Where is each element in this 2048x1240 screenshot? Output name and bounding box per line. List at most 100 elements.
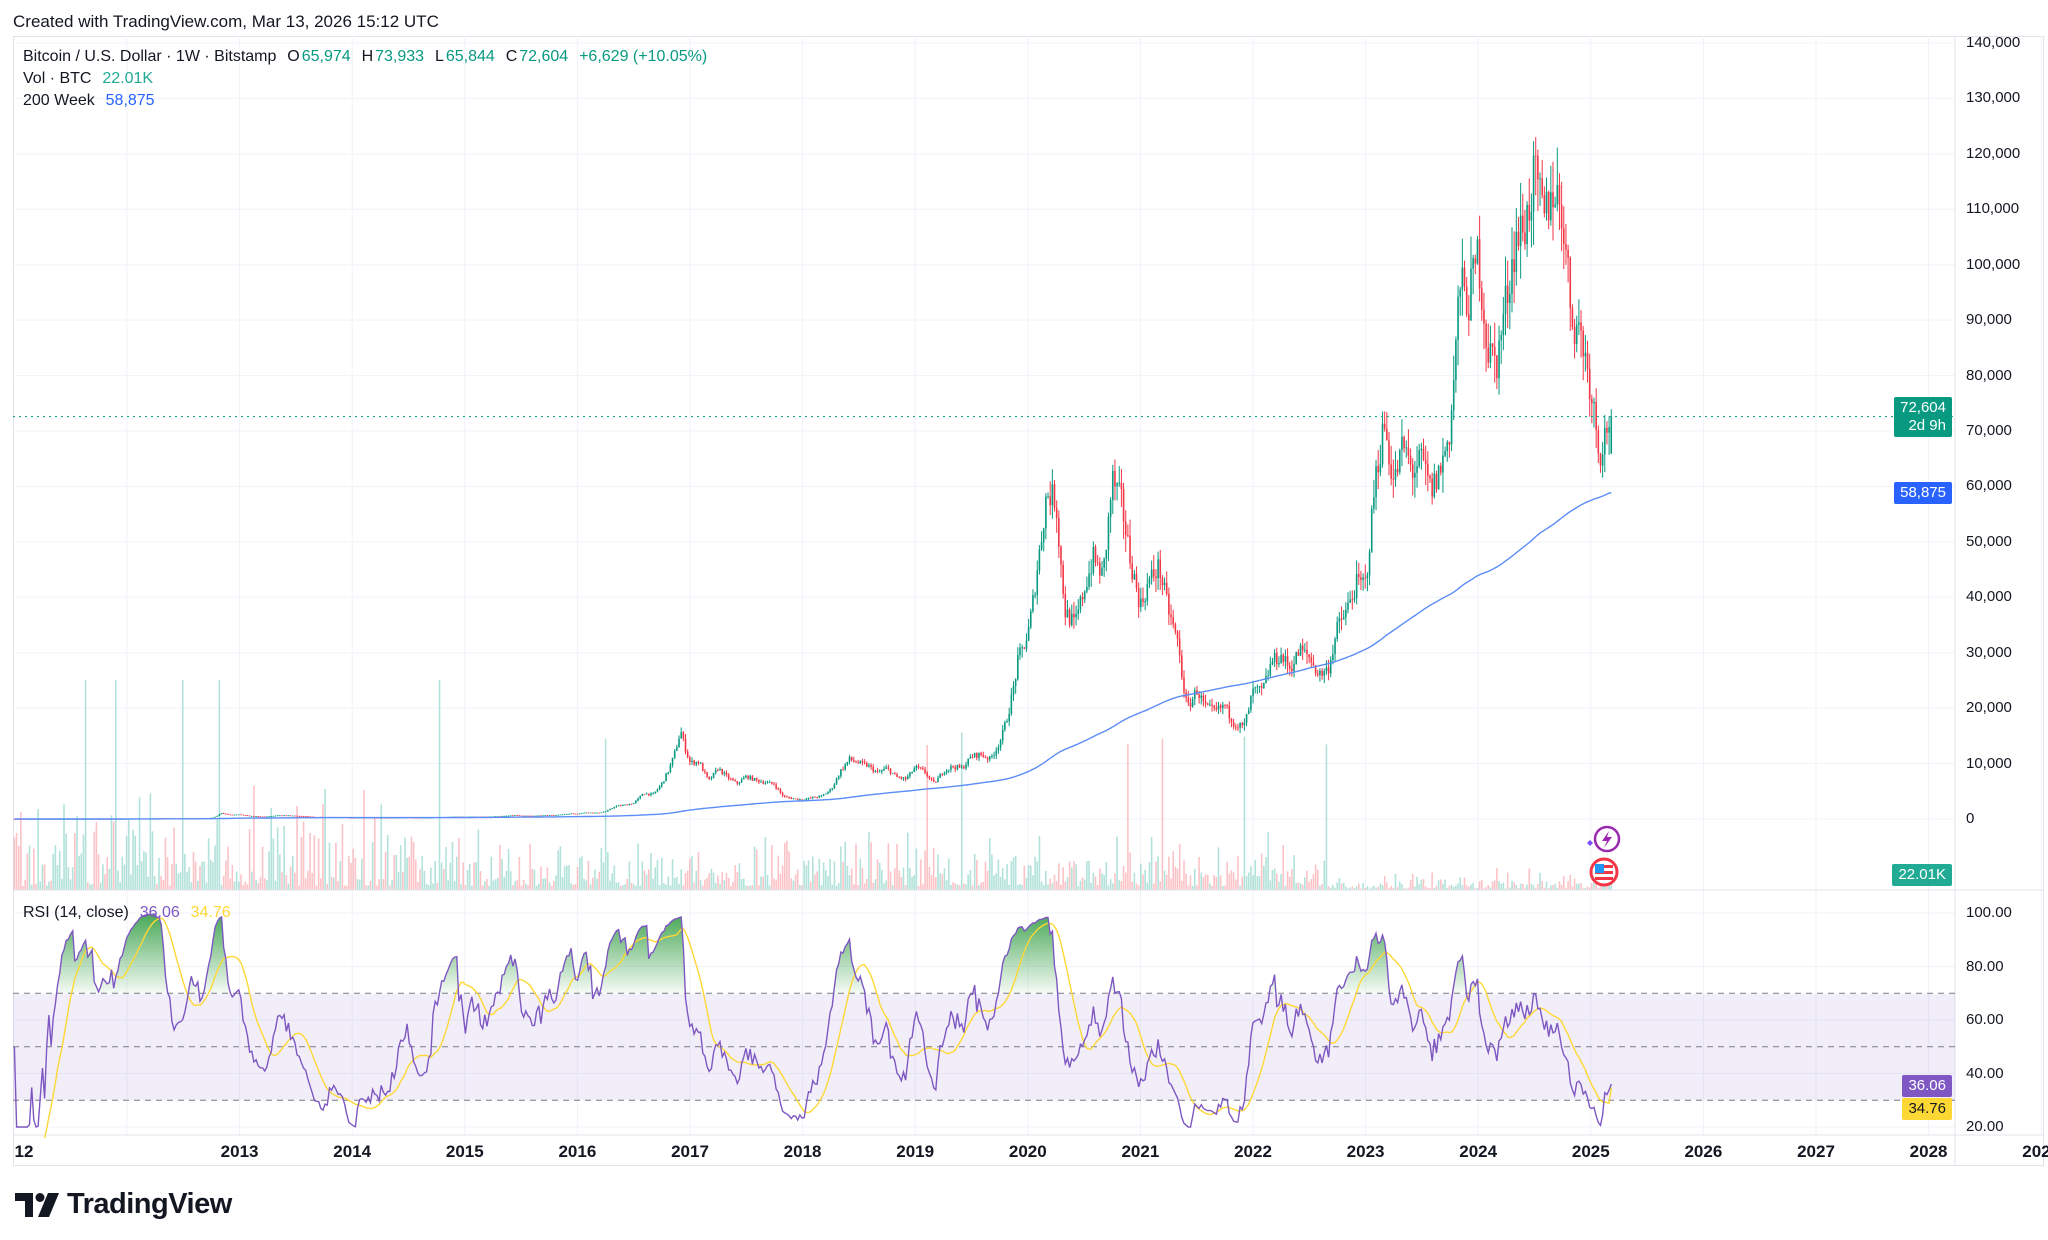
candle-body: [253, 815, 255, 817]
candle-body: [1392, 478, 1395, 480]
candle-body: [678, 738, 680, 748]
volume-bar: [499, 845, 501, 890]
low-label: L: [434, 48, 444, 65]
volume-bar: [123, 864, 126, 890]
volume-bar: [824, 870, 827, 890]
volume-bar: [328, 842, 331, 890]
volume-bar: [1269, 880, 1272, 890]
volume-bar: [1297, 882, 1300, 890]
candle-body: [1560, 204, 1563, 229]
volume-bar: [1377, 886, 1380, 890]
candle-body: [220, 813, 223, 815]
volume-bar: [69, 879, 72, 890]
volume-bar: [257, 883, 260, 890]
candle-body: [865, 763, 868, 767]
candle-body: [712, 772, 715, 779]
volume-bar: [885, 880, 887, 890]
candle-body: [1029, 611, 1032, 628]
volume-bar: [1060, 884, 1062, 890]
volume-bar: [1137, 885, 1140, 890]
volume-bar: [736, 871, 739, 890]
volume-bar: [168, 885, 171, 890]
candle-body: [835, 778, 838, 785]
volume-bar: [298, 885, 301, 890]
candle-body: [950, 766, 952, 770]
candle-body: [939, 774, 941, 778]
time-tick-label: 2022: [1234, 1142, 1272, 1161]
volume-bar: [1416, 876, 1418, 890]
candle-body: [1342, 617, 1345, 620]
volume-bar: [1174, 866, 1177, 890]
candle-body: [1101, 567, 1103, 576]
volume-bar: [1524, 888, 1526, 890]
candle-body: [559, 814, 562, 816]
candle-body: [891, 773, 894, 775]
volume-bar: [1068, 861, 1071, 890]
candle-body: [1470, 268, 1472, 321]
volume-bar: [1357, 883, 1360, 890]
volume-bar: [1293, 855, 1295, 890]
candle-body: [829, 789, 831, 792]
volume-bar: [1364, 888, 1367, 890]
volume-bar: [863, 883, 866, 890]
candle-body: [956, 765, 959, 770]
volume-bar: [490, 856, 493, 890]
candle-body: [1066, 609, 1069, 618]
candle-body: [805, 798, 808, 801]
volume-bar: [771, 845, 773, 890]
candle-body: [1034, 595, 1036, 596]
candle-body: [1107, 516, 1110, 550]
volume-bar: [473, 862, 475, 890]
candle-body: [1396, 468, 1399, 473]
candle-body: [842, 769, 844, 771]
volume-bar: [676, 876, 678, 890]
tradingview-logo[interactable]: TradingView: [15, 1188, 232, 1221]
candle-body: [878, 771, 881, 773]
volume-bar: [850, 868, 853, 890]
volume-bar: [1014, 856, 1017, 890]
volume-bar: [61, 878, 63, 890]
volume-bar: [1286, 871, 1289, 890]
candle-body: [509, 815, 512, 817]
volume-bar: [512, 885, 514, 890]
candle-body: [1260, 686, 1263, 688]
us-flag-icon[interactable]: [1588, 856, 1620, 888]
volume-bar: [389, 885, 391, 890]
candle-body: [248, 815, 251, 817]
candle-body: [1181, 655, 1183, 678]
volume-bar: [246, 884, 249, 890]
volume-bar: [1420, 879, 1423, 890]
candle-body: [1360, 577, 1362, 580]
volume-bar: [1096, 884, 1099, 890]
volume-bar: [725, 873, 728, 890]
volume-bar: [945, 880, 948, 890]
volume-bar: [337, 881, 339, 890]
candle-body: [1165, 582, 1168, 594]
volume-bar: [976, 859, 978, 890]
volume-bar: [708, 873, 711, 890]
volume-bar: [1133, 872, 1136, 890]
volume-bar: [37, 809, 39, 890]
candle-body: [1573, 327, 1576, 345]
volume-bar: [1565, 887, 1567, 890]
volume-bar: [440, 862, 443, 890]
candle-body: [1450, 410, 1453, 445]
volume-bar: [356, 879, 359, 890]
volume-bar: [1429, 888, 1431, 890]
volume-bar: [1148, 862, 1151, 890]
candle-body: [570, 813, 572, 815]
candle-body: [1025, 640, 1028, 649]
volume-bar: [164, 837, 167, 890]
change-value: +6,629 (+10.05%): [579, 48, 708, 65]
lightning-icon[interactable]: [1583, 823, 1623, 857]
candle-body: [1571, 307, 1574, 328]
candle-body: [986, 757, 989, 760]
candle-body: [889, 768, 892, 774]
volume-bar: [104, 874, 106, 890]
volume-bar: [1045, 870, 1047, 890]
volume-bar: [121, 856, 124, 890]
candle-body: [1448, 441, 1451, 445]
candle-body: [1530, 211, 1533, 221]
candle-body: [604, 811, 607, 813]
